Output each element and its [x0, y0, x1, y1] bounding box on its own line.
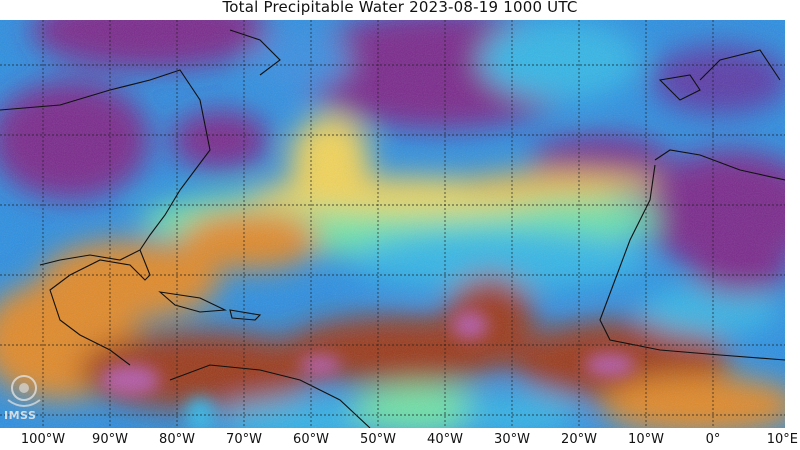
precipitable-water-map — [0, 20, 785, 428]
coastlines — [0, 29, 785, 428]
x-tick-label: 30°W — [494, 432, 530, 447]
logo-text: IMSS — [4, 409, 37, 422]
x-tick-label: 50°W — [360, 432, 396, 447]
x-tick-label: 0° — [705, 432, 721, 447]
x-tick-label: 80°W — [159, 432, 195, 447]
x-tick-label: 60°W — [293, 432, 329, 447]
x-tick-label: 20°W — [561, 432, 597, 447]
x-tick-label: 100°W — [20, 432, 66, 447]
x-tick-label: 10°E — [766, 432, 798, 447]
map-title: Total Precipitable Water 2023-08-19 1000… — [222, 0, 578, 16]
x-tick-label: 40°W — [427, 432, 463, 447]
graticule — [0, 20, 785, 428]
x-tick-label: 70°W — [226, 432, 262, 447]
imss-logo — [7, 375, 41, 407]
x-tick-label: 90°W — [92, 432, 128, 447]
x-tick-label: 10°W — [628, 432, 664, 447]
